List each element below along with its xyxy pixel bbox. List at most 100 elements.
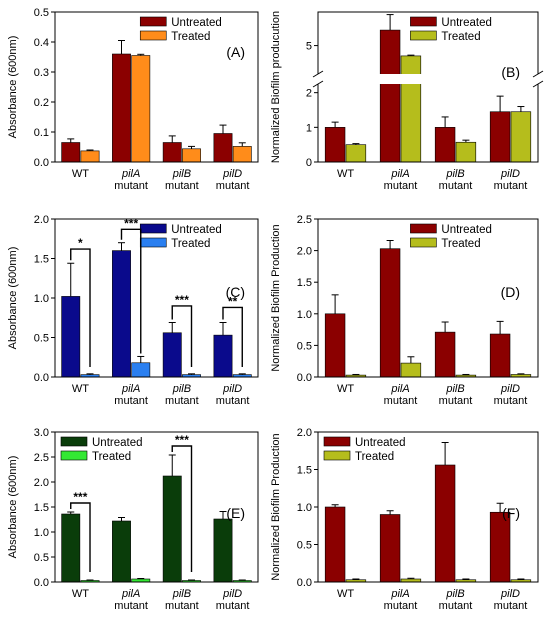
legend-swatch bbox=[139, 223, 167, 234]
x-category-sublabel: mutant bbox=[384, 180, 418, 192]
y-axis-label: Absorbance (600nm) bbox=[7, 247, 19, 350]
y-tick-label: 0.5 bbox=[297, 340, 312, 352]
significance-label: ** bbox=[228, 294, 238, 308]
legend-label: Untreated bbox=[171, 224, 222, 236]
significance-bracket bbox=[70, 248, 91, 367]
bar-untreated-3 bbox=[162, 475, 182, 583]
chart-panel-e: 0.00.51.01.52.02.53.0WT pilAmutantpilBmut… bbox=[7, 427, 259, 612]
chart-panel-f: 0.00.51.01.52.0WT pilAmutantpilBmutantpil… bbox=[270, 427, 539, 612]
legend-label: Treated bbox=[171, 31, 210, 43]
y-axis-label: Absorbance (600nm) bbox=[7, 456, 19, 559]
panel-label: (F) bbox=[502, 505, 520, 521]
y-tick-label: 0.5 bbox=[34, 7, 49, 19]
chart-panel-c: 0.00.51.01.52.0WT pilAmutantpilBmutantpil… bbox=[7, 214, 259, 407]
x-category-label: WT bbox=[72, 588, 89, 600]
legend-swatch bbox=[60, 436, 88, 447]
bar-untreated-2 bbox=[112, 53, 131, 163]
legend-label: Treated bbox=[355, 451, 394, 463]
x-category-sublabel: mutant bbox=[216, 395, 250, 407]
y-tick-label: 0.4 bbox=[34, 37, 49, 49]
legend-swatch bbox=[323, 450, 351, 461]
bar-untreated-4 bbox=[489, 111, 511, 163]
x-category-label: pilD bbox=[500, 168, 520, 180]
y-tick-label: 0.0 bbox=[297, 577, 312, 589]
legend-swatch bbox=[60, 450, 88, 461]
x-category-label: pilA bbox=[390, 383, 409, 395]
y-tick-label: 1.5 bbox=[34, 502, 49, 514]
legend-swatch bbox=[139, 16, 167, 27]
axis-break-mark bbox=[312, 80, 324, 88]
bar-treated-2 bbox=[400, 55, 422, 163]
bar-treated-2 bbox=[131, 55, 151, 163]
bar-untreated-1 bbox=[324, 506, 346, 583]
bar-treated-2 bbox=[400, 362, 422, 378]
bar-untreated-4 bbox=[489, 333, 511, 378]
y-tick-label: 0.0 bbox=[34, 157, 49, 169]
legend-swatch bbox=[410, 237, 437, 248]
x-category-label: pilD bbox=[500, 588, 520, 600]
bar-untreated-1 bbox=[324, 127, 346, 163]
bar-treated-3 bbox=[455, 141, 477, 163]
x-category-label: pilA bbox=[121, 383, 140, 395]
y-tick-label: 2.0 bbox=[34, 214, 49, 226]
legend-label: Untreated bbox=[355, 437, 406, 449]
x-category-label: WT bbox=[337, 588, 354, 600]
x-category-sublabel: mutant bbox=[216, 600, 250, 612]
significance-bracket bbox=[171, 445, 193, 572]
x-category-label: WT bbox=[72, 383, 89, 395]
x-category-sublabel: mutant bbox=[384, 600, 418, 612]
y-tick-label: 0.5 bbox=[297, 540, 312, 552]
bar-untreated-2 bbox=[379, 514, 401, 583]
legend-label: Untreated bbox=[441, 224, 492, 236]
y-tick-label: 1.0 bbox=[297, 502, 312, 514]
y-tick-label: 0 bbox=[306, 157, 312, 169]
x-category-sublabel: mutant bbox=[165, 395, 199, 407]
y-tick-label: 0.2 bbox=[34, 97, 49, 109]
legend-label: Treated bbox=[441, 31, 480, 43]
bar-untreated-2 bbox=[112, 520, 131, 583]
bar-untreated-3 bbox=[162, 142, 182, 163]
y-tick-label: 2.5 bbox=[297, 214, 312, 226]
axis-break-mark bbox=[532, 80, 544, 88]
y-tick-label: 1.5 bbox=[297, 465, 312, 477]
x-category-label: pilA bbox=[390, 588, 409, 600]
y-tick-label: 2.5 bbox=[34, 452, 49, 464]
legend-swatch bbox=[139, 237, 167, 248]
bar-treated-4 bbox=[510, 111, 532, 163]
bar-untreated-4 bbox=[213, 133, 233, 163]
significance-label: *** bbox=[73, 490, 87, 504]
panel-label: (D) bbox=[501, 284, 520, 300]
bar-untreated-1 bbox=[324, 313, 346, 378]
significance-label: *** bbox=[175, 433, 189, 447]
plot-frame bbox=[317, 11, 539, 163]
significance-label: *** bbox=[124, 216, 138, 230]
x-category-label: WT bbox=[72, 168, 89, 180]
x-category-label: WT bbox=[337, 168, 354, 180]
bar-untreated-3 bbox=[434, 331, 456, 378]
y-tick-label: 1.5 bbox=[34, 254, 49, 266]
significance-label: * bbox=[78, 236, 83, 250]
legend-label: Treated bbox=[441, 238, 480, 250]
bar-untreated-1 bbox=[61, 296, 81, 378]
y-tick-label: 5 bbox=[306, 41, 312, 53]
y-tick-label: 0.0 bbox=[297, 372, 312, 384]
x-category-sublabel: mutant bbox=[439, 600, 473, 612]
x-category-label: pilB bbox=[445, 588, 464, 600]
y-tick-label: 0.5 bbox=[34, 333, 49, 345]
y-axis-label: Absorbance (600nm) bbox=[7, 36, 19, 139]
y-tick-label: 2.0 bbox=[297, 246, 312, 258]
bar-untreated-3 bbox=[434, 127, 456, 163]
significance-bracket bbox=[171, 305, 193, 367]
y-tick-label: 2.0 bbox=[297, 427, 312, 439]
y-axis-label: Normalized Biofilm Production bbox=[270, 433, 282, 580]
legend-swatch bbox=[410, 16, 437, 27]
bar-untreated-4 bbox=[489, 511, 511, 583]
x-category-sublabel: mutant bbox=[494, 395, 528, 407]
y-tick-label: 1.0 bbox=[34, 527, 49, 539]
y-tick-label: 1.0 bbox=[34, 293, 49, 305]
x-category-label: pilA bbox=[121, 588, 140, 600]
axis-break-mark bbox=[532, 70, 544, 78]
x-category-sublabel: mutant bbox=[165, 600, 199, 612]
x-category-label: pilD bbox=[222, 588, 242, 600]
